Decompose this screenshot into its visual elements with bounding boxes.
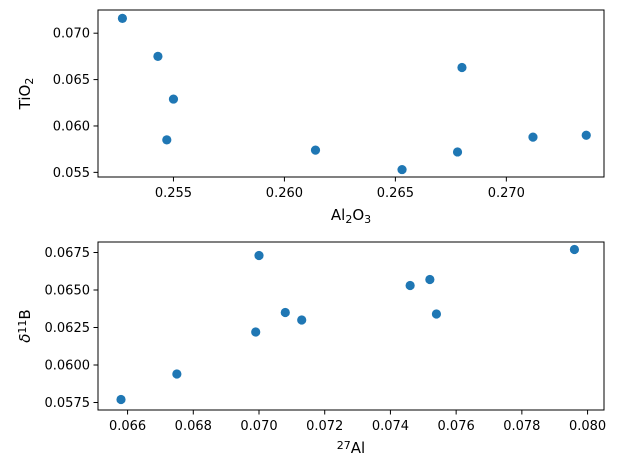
- data-point: [405, 280, 415, 291]
- data-point: [425, 274, 435, 285]
- data-point: [153, 51, 163, 61]
- x-axis-label-part: Al: [351, 439, 365, 457]
- data-point: [117, 13, 128, 23]
- x-tick-label: 0.074: [372, 419, 409, 434]
- y-tick-label: 0.0600: [45, 359, 91, 374]
- x-tick-label: 0.068: [175, 419, 212, 434]
- x-axis-label-part: 3: [364, 213, 371, 226]
- y-axis-label-part: 11: [16, 320, 29, 334]
- x-tick-label: 0.076: [438, 419, 475, 434]
- y-axis-label: δ11B: [16, 309, 34, 342]
- data-point: [310, 145, 321, 155]
- data-point: [168, 94, 179, 104]
- x-axis-label: 27Al: [337, 439, 365, 457]
- axes-frame: [97, 241, 605, 411]
- y-axis-label: TiO2: [16, 78, 36, 111]
- x-tick-label: 0.255: [155, 186, 192, 201]
- data-point: [581, 130, 591, 140]
- y-axis-label-part: TiO: [16, 85, 34, 111]
- y-tick-label: 0.065: [53, 73, 90, 88]
- data-point: [431, 309, 442, 319]
- x-tick-label: 0.070: [240, 419, 277, 434]
- y-tick-label: 0.0625: [45, 321, 91, 336]
- x-axis-label-part: 27: [337, 439, 351, 452]
- x-axis-label-part: Al: [331, 206, 345, 224]
- x-tick-label: 0.265: [377, 186, 414, 201]
- y-axis-label-part: δ: [16, 334, 34, 343]
- x-tick-label: 0.270: [488, 186, 525, 201]
- scatter-panel-top: 0.255 0.260 0.265 0.270 0.055 0.060 0.065 0.070…: [16, 9, 605, 226]
- y-tick-label: 0.0650: [45, 284, 91, 299]
- x-tick-label: 0.080: [569, 419, 606, 434]
- data-point: [397, 164, 407, 175]
- y-tick-label: 0.070: [53, 27, 90, 42]
- y-tick-label: 0.060: [53, 119, 90, 134]
- y-tick-label: 0.0575: [45, 396, 91, 411]
- data-point: [162, 135, 172, 145]
- x-axis-label-part: 2: [345, 213, 352, 226]
- x-tick-label: 0.078: [503, 419, 540, 434]
- data-point: [569, 244, 580, 255]
- data-point: [251, 327, 261, 337]
- data-point: [452, 147, 463, 157]
- data-point: [297, 315, 307, 325]
- x-tick-label: 0.072: [306, 419, 343, 434]
- data-point: [457, 62, 467, 73]
- data-point: [528, 132, 538, 142]
- data-point: [254, 250, 264, 261]
- data-point: [172, 369, 182, 379]
- x-tick-label: 0.260: [266, 186, 303, 201]
- y-tick-label: 0.0675: [45, 246, 91, 261]
- y-tick-label: 0.055: [53, 166, 90, 181]
- y-axis-label-part: B: [16, 309, 34, 319]
- y-axis-label-part: 2: [23, 78, 36, 85]
- x-axis-label: Al2O3: [331, 206, 371, 226]
- data-point: [116, 394, 126, 405]
- scatter-panel-bottom: 0.066 0.068 0.070 0.072 0.074 0.076 0.078 0.080…: [16, 241, 606, 457]
- axes-frame: [97, 9, 605, 178]
- data-point: [280, 307, 290, 318]
- x-axis-label-part: O: [352, 206, 364, 224]
- x-tick-label: 0.066: [109, 419, 146, 434]
